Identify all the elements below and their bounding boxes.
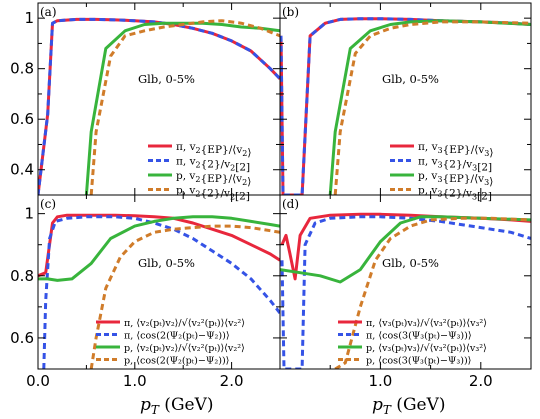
legend-entry: p, v2{EP}/⟨v2⟩ <box>176 170 251 188</box>
series-line-a-3 <box>84 21 280 195</box>
legend-b: π, v3{EP}/⟨v3⟩π, v3{2}/v3[2]p, v3{EP}/⟨v… <box>390 141 493 203</box>
legend-entry: p, ⟨cos(3(Ψ₃(pₜ)−Ψ₃))⟩ <box>366 356 471 367</box>
y-tick-label: 0.8 <box>10 60 34 78</box>
x-tick-label: 1.0 <box>123 372 147 390</box>
panel-c: 1 0.8 0.6 0.0 1.0 2.0 (c) Glb, 0-5% π, ⟨v₂(pₜ)v₂… <box>10 194 281 390</box>
series-line-b-4 <box>333 20 531 195</box>
legend-entry: π, v2{2}/v2[2] <box>176 156 250 174</box>
y-tick-label: 0.6 <box>10 329 34 347</box>
legend-entry: p, v2{2}/v2[2] <box>176 185 250 203</box>
series-line-d-4 <box>334 216 531 369</box>
y-tick-label: 1 <box>24 9 34 27</box>
legend-entry: π, ⟨v₂(pₜ)v₂⟩/√⟨v₂²(pₜ)⟩⟨v₂²⟩ <box>124 318 245 329</box>
legend-entry: π, ⟨v₃(pₜ)v₃⟩/√⟨v₃²(pₜ)⟩⟨v₃²⟩ <box>366 318 487 329</box>
panel-label: (d) <box>282 197 299 211</box>
legend-entry: π, ⟨cos(2(Ψ₂(pₜ)−Ψ₂))⟩ <box>124 331 230 342</box>
series-group-d <box>280 212 531 369</box>
panel-a: 1 0.8 0.6 0.4 (a) Glb, 0-5% π, v2{EP}/⟨v2⟩π, v… <box>10 2 281 203</box>
y-tick-label: 0.8 <box>10 267 34 285</box>
x-tick-label: 2.0 <box>220 372 244 390</box>
legend-a: π, v2{EP}/⟨v2⟩π, v2{2}/v2[2]p, v2{EP}/⟨v… <box>148 141 251 203</box>
series-group-b <box>280 17 531 195</box>
panel-frame-d <box>279 194 532 370</box>
legend-entry: p, v3{EP}/⟨v3⟩ <box>418 170 493 188</box>
legend-entry: π, ⟨cos(3(Ψ₃(pₜ)−Ψ₃))⟩ <box>366 331 472 342</box>
series-line-b-1 <box>280 17 531 195</box>
x-tick-label: 2.0 <box>469 372 493 390</box>
x-axis-label-right: pT (GeV) <box>372 395 446 417</box>
panel-label: (b) <box>282 5 299 19</box>
x-label-unit: (GeV) <box>391 395 446 415</box>
x-label-unit: (GeV) <box>159 395 214 415</box>
y-tick-label: 1 <box>24 205 34 223</box>
x-label-main: p <box>140 395 151 415</box>
series-line-d-3 <box>280 215 531 284</box>
panel-label: (a) <box>40 5 57 19</box>
x-axis-label-left: pT (GeV) <box>140 395 214 417</box>
x-label-sub: T <box>151 403 160 417</box>
series-line-c-3 <box>38 215 280 282</box>
y-tick-label: 0.4 <box>10 161 34 179</box>
annotation-label: Glb, 0-5% <box>382 72 439 86</box>
panels: 10.80.60.4(a)Glb, 0-5%π, v2{EP}/⟨v2⟩π, v… <box>10 2 532 390</box>
legend-d: π, ⟨v₃(pₜ)v₃⟩/√⟨v₃²(pₜ)⟩⟨v₃²⟩ π, ⟨cos(3(Ψ… <box>338 318 487 367</box>
legend-entry: p, ⟨v₃(pₜ)v₃⟩/√⟨v₃²(pₜ)⟩⟨v₃²⟩ <box>366 343 487 354</box>
series-group-c <box>38 213 280 369</box>
panel-label: (c) <box>40 197 56 211</box>
annotation-label: Glb, 0-5% <box>138 256 195 270</box>
series-line-a-2 <box>38 17 280 195</box>
y-tick-label: 0.6 <box>10 110 34 128</box>
x-label-sub: T <box>383 403 392 417</box>
legend-entry: π, v3{2}/v3[2] <box>418 156 492 174</box>
series-line-b-2 <box>280 17 531 195</box>
panel-d: 1.0 2.0 (d) Glb, 0-5% π, ⟨v₃(pₜ)v₃⟩/√⟨v₃²(pₜ… <box>279 194 532 390</box>
legend-entry: p, ⟨cos(2(Ψ₂(pₜ)−Ψ₂))⟩ <box>124 356 229 367</box>
x-tick-label: 1.0 <box>368 372 392 390</box>
legend-entry: p, v3{2}/v3[2] <box>418 185 492 203</box>
annotation-label: Glb, 0-5% <box>382 256 439 270</box>
x-label-main: p <box>372 395 383 415</box>
series-line-c-4 <box>89 224 280 369</box>
series-group-a <box>38 17 280 195</box>
legend-c: π, ⟨v₂(pₜ)v₂⟩/√⟨v₂²(pₜ)⟩⟨v₂²⟩ π, ⟨cos(2(Ψ… <box>96 318 245 367</box>
legend-entry: π, v2{EP}/⟨v2⟩ <box>176 141 251 159</box>
annotation-label: Glb, 0-5% <box>138 72 195 86</box>
panel-b: (b) Glb, 0-5% π, v3{EP}/⟨v3⟩π, v3{2}/v3[2]… <box>279 2 532 203</box>
series-line-c-1 <box>38 213 280 278</box>
legend-entry: p, ⟨v₂(pₜ)v₂⟩/√⟨v₂²(pₜ)⟩⟨v₂²⟩ <box>124 343 245 354</box>
series-line-d-2 <box>280 215 531 369</box>
legend-entry: π, v3{EP}/⟨v3⟩ <box>418 141 493 159</box>
panel-frame-b <box>279 2 532 196</box>
x-tick-label: 0.0 <box>26 372 50 390</box>
series-line-a-4 <box>89 19 280 195</box>
